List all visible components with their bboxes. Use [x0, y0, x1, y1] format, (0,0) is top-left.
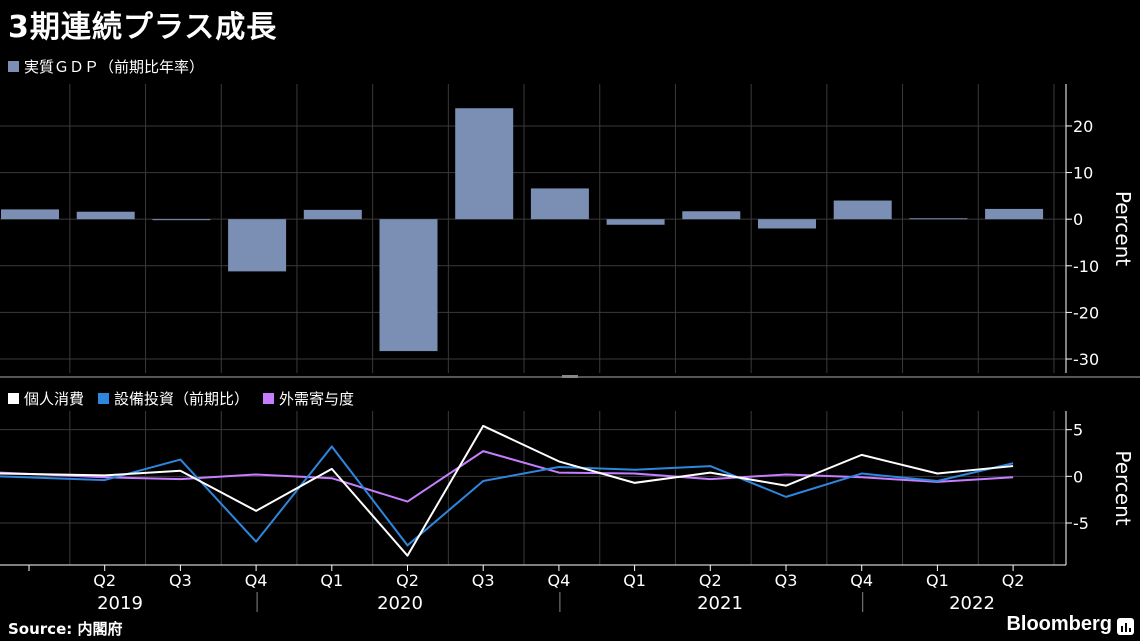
gdp-bar — [833, 200, 892, 220]
x-tick-label: Q1 — [623, 571, 646, 590]
gdp-y-tick-label: -10 — [1073, 257, 1099, 276]
components-legend: 個人消費 設備投資（前期比） 外需寄与度 — [8, 388, 368, 409]
panel-drag-handle — [562, 375, 578, 378]
source-note: Source: 内閣府 — [8, 620, 123, 638]
components-y-tick-label: -5 — [1073, 514, 1089, 533]
year-label: 2022 — [949, 593, 995, 614]
gdp-bar — [909, 218, 968, 220]
gdp-y-tick-label: 10 — [1073, 164, 1093, 183]
year-label: 2020 — [377, 593, 423, 614]
consumption-line — [0, 424, 1014, 557]
bloomberg-terminal-icon — [1117, 618, 1134, 635]
legend-label-consumption: 個人消費 — [24, 390, 85, 408]
gdp-y-tick-label: -20 — [1073, 303, 1099, 322]
x-tick-label: Q4 — [850, 571, 873, 590]
brand-logo: Bloomberg — [1006, 613, 1112, 635]
gdp-bar — [379, 219, 438, 352]
gdp-bar — [152, 219, 211, 221]
x-tick-label: Q2 — [1002, 571, 1025, 590]
x-tick-label: Q1 — [926, 571, 949, 590]
chart-title: 3期連続プラス成長 — [8, 10, 278, 45]
gdp-y-tick-label: -30 — [1073, 350, 1099, 369]
gdp-bar — [606, 219, 665, 225]
x-tick-label: Q1 — [320, 571, 343, 590]
x-tick-label: Q3 — [775, 571, 798, 590]
components-grid — [0, 411, 1066, 565]
components-y-tick-label: 0 — [1073, 467, 1083, 486]
capex-line — [0, 445, 1014, 547]
gdp-bar — [303, 209, 362, 220]
axes: 20 10 0 -10 -20 -30 5 0 -5 Percent Percent Q2 Q3 Q4 Q1… — [0, 84, 1140, 614]
legend-item-external: 外需寄与度 — [263, 388, 354, 409]
year-label: 2021 — [697, 593, 743, 614]
legend-item-capex: 設備投資（前期比） — [98, 388, 249, 409]
gdp-bar — [76, 211, 135, 220]
x-tick-label: Q2 — [93, 571, 116, 590]
x-tick-label: Q2 — [699, 571, 722, 590]
legend-swatch-capex — [98, 393, 110, 404]
gdp-bar — [985, 208, 1044, 220]
gdp-y-tick-label: 0 — [1073, 210, 1083, 229]
gdp-bars — [1, 108, 1044, 352]
gdp-legend: 実質ＧＤＰ（前期比年率） — [8, 56, 218, 77]
gdp-bar — [1, 209, 59, 220]
x-tick-label: Q4 — [245, 571, 268, 590]
year-label: 2019 — [97, 593, 143, 614]
legend-swatch-gdp — [8, 61, 19, 72]
gdp-y-axis-title: Percent — [1111, 191, 1135, 266]
legend-label-gdp: 実質ＧＤＰ（前期比年率） — [24, 58, 205, 76]
gdp-y-tick-label: 20 — [1073, 117, 1093, 136]
components-y-tick-label: 5 — [1073, 421, 1083, 440]
gdp-bar — [455, 108, 514, 220]
legend-label-external: 外需寄与度 — [279, 390, 355, 408]
gdp-bar — [682, 211, 741, 220]
x-tick-label: Q2 — [396, 571, 419, 590]
legend-swatch-consumption — [8, 393, 19, 404]
legend-item-gdp: 実質ＧＤＰ（前期比年率） — [8, 56, 204, 77]
gdp-bar — [228, 219, 287, 272]
x-tick-label: Q4 — [548, 571, 571, 590]
components-y-axis-title: Percent — [1111, 450, 1135, 525]
gdp-bar — [758, 219, 816, 229]
x-tick-label: Q3 — [169, 571, 192, 590]
legend-item-consumption: 個人消費 — [8, 388, 84, 409]
legend-swatch-external — [263, 393, 275, 404]
gdp-bar — [530, 188, 589, 220]
gdp-grid — [0, 84, 1066, 373]
legend-label-capex: 設備投資（前期比） — [114, 390, 250, 408]
components-lines — [0, 424, 1014, 557]
x-tick-label: Q3 — [472, 571, 495, 590]
